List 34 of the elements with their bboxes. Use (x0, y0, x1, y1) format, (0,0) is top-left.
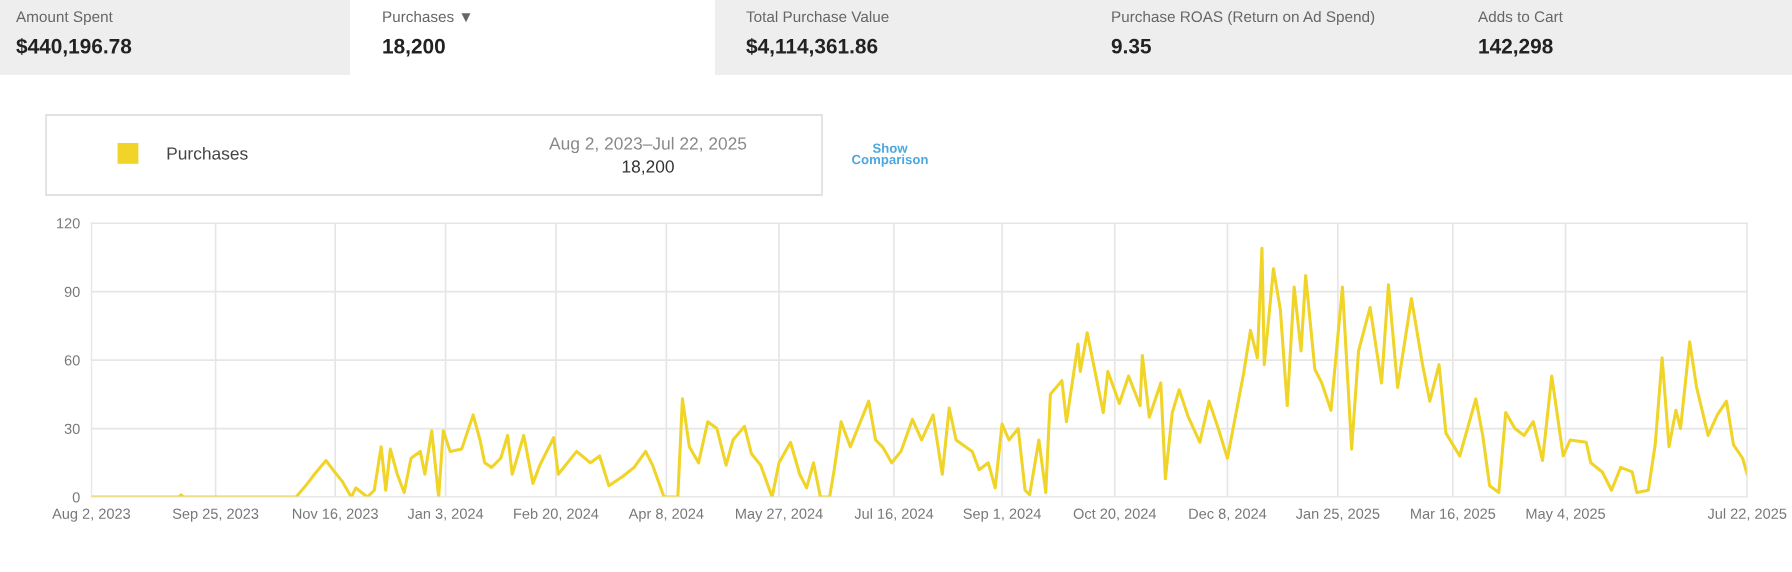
text: Aug 2, 2023–Jul 22, 2025 (549, 136, 747, 154)
x-tick-label: Feb 20, 2024 (514, 508, 599, 521)
text: 18,200 (622, 160, 674, 175)
text: $440,196.78 (16, 37, 132, 57)
y-tick-label: 90 (64, 286, 80, 297)
y-tick-label: 30 (64, 423, 80, 434)
text: Show Comparison (852, 143, 928, 167)
x-tick-label: Jul 16, 2024 (854, 508, 934, 521)
x-tick-label: Nov 16, 2023 (292, 508, 378, 521)
y-tick-label: 60 (64, 355, 80, 366)
x-tick-label: Jan 25, 2025 (1295, 508, 1380, 521)
y-tick-label: 0 (72, 492, 80, 503)
text: $4,114,361.86 (746, 37, 878, 57)
text: Purchases ▼ (383, 10, 471, 23)
x-tick-label: Sep 25, 2023 (172, 508, 259, 522)
y-tick-label: 120 (57, 218, 80, 229)
x-tick-label: Apr 8, 2024 (628, 508, 704, 522)
x-tick-label: Dec 8, 2024 (1189, 508, 1267, 521)
x-tick-label: Oct 20, 2024 (1073, 508, 1157, 521)
x-tick-label: Jul 22, 2025 (1707, 508, 1787, 521)
text: Total Purchase Value (746, 10, 889, 23)
text: Purchase ROAS (Return on Ad Spend) (1112, 10, 1375, 26)
x-tick-label: Sep 1, 2024 (963, 508, 1041, 522)
x-tick-label: Jan 3, 2024 (407, 508, 484, 521)
x-tick-label: May 27, 2024 (736, 508, 823, 522)
text: Amount Spent (16, 11, 113, 26)
text: 9.35 (1111, 38, 1151, 54)
legend-label: Purchases (167, 146, 248, 160)
x-tick-label: Aug 2, 2023 (52, 508, 131, 522)
text: Adds to Cart (1478, 10, 1563, 23)
text: 142,298 (1479, 38, 1553, 57)
x-tick-label: May 4, 2025 (1526, 508, 1606, 522)
text: 18,200 (383, 38, 445, 57)
x-tick-label: Mar 16, 2025 (1411, 508, 1496, 521)
